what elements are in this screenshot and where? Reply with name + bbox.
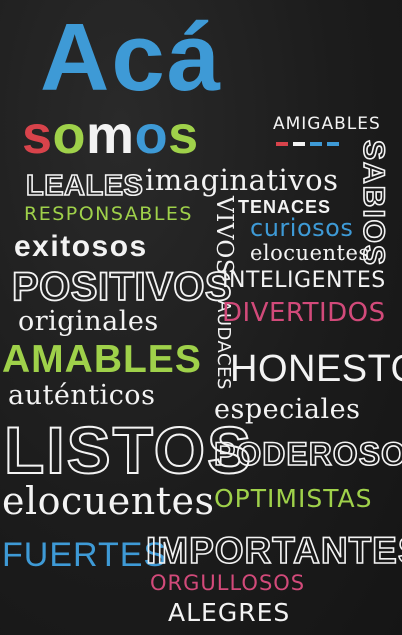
somos-word: somos bbox=[22, 108, 199, 162]
word-elocuentes-bottom: elocuentes bbox=[2, 479, 215, 523]
word-curiosos: curiosos bbox=[250, 214, 354, 242]
word-vivos: VIVOS bbox=[211, 196, 237, 276]
dash-blue-2 bbox=[327, 142, 339, 146]
dash-red bbox=[276, 142, 288, 146]
word-amables: AMABLES bbox=[2, 338, 202, 381]
word-elocuentes-top: elocuentes bbox=[250, 241, 370, 265]
somos-s1: s bbox=[22, 105, 53, 165]
title-aca: Acá bbox=[40, 4, 223, 111]
word-tenaces: TENACES bbox=[238, 197, 332, 217]
word-imaginativos: imaginativos bbox=[145, 163, 339, 197]
somos-m: m bbox=[86, 105, 135, 165]
dash-blue bbox=[310, 142, 322, 146]
word-especiales: especiales bbox=[214, 394, 361, 425]
word-alegres: ALEGRES bbox=[168, 598, 291, 627]
word-positivos: POSITIVOS bbox=[11, 265, 233, 309]
word-optimistas: OPTIMISTAS bbox=[214, 484, 373, 513]
word-amigables: AMIGABLES bbox=[273, 114, 381, 134]
word-divertidos: DIVERTIDOS bbox=[222, 298, 386, 328]
word-honestos: HONESTOS bbox=[230, 348, 402, 390]
somos-s2: s bbox=[168, 105, 199, 165]
word-exitosos: exitosos bbox=[14, 230, 148, 263]
word-originales: originales bbox=[18, 306, 159, 337]
word-orgullosos: ORGULLOSOS bbox=[150, 571, 306, 595]
word-listos: LISTOS bbox=[3, 413, 254, 487]
word-fuertes: FUERTES bbox=[2, 536, 168, 574]
somos-o1: o bbox=[52, 105, 87, 165]
dash-white bbox=[293, 142, 305, 146]
word-leales: LEALES bbox=[25, 170, 144, 202]
word-poderosos: PODEROSOS bbox=[213, 436, 402, 472]
word-responsables: RESPONSABLES bbox=[24, 203, 193, 225]
word-autenticos: auténticos bbox=[8, 380, 156, 411]
word-importantes: IMPORTANTES bbox=[145, 530, 402, 571]
word-inteligentes: INTELIGENTES bbox=[222, 268, 386, 293]
somos-o2: o bbox=[134, 105, 169, 165]
